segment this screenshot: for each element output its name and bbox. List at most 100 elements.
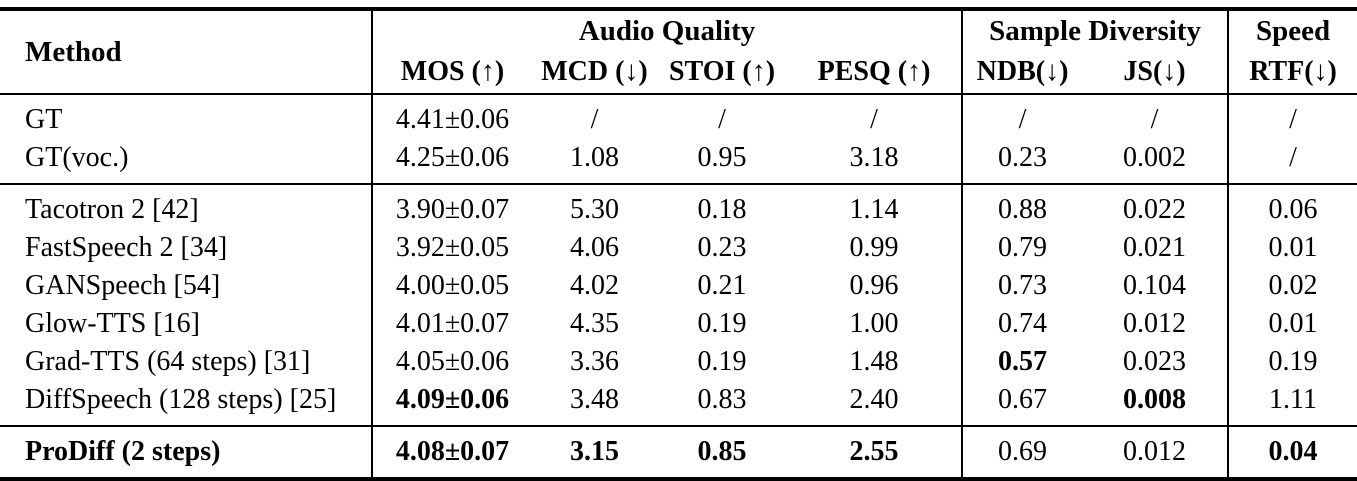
- table-row: GANSpeech [54] 4.00±0.05 4.02 0.21 0.96 …: [0, 267, 1357, 305]
- cell-ndb: 0.74: [998, 308, 1048, 339]
- method-cell: GT(voc.): [0, 139, 373, 184]
- cell-js: 0.002: [1082, 139, 1230, 184]
- cell-mos: 4.01±0.07: [395, 308, 510, 339]
- cell-rtf: 0.04: [1268, 436, 1318, 467]
- cell-stoi: 0.85: [697, 436, 747, 467]
- cell-mcd: 1.08: [570, 142, 619, 173]
- cell-mos: 4.00±0.05: [395, 270, 510, 301]
- cell-stoi: 0.23: [697, 232, 747, 263]
- cell-mcd: /: [590, 104, 599, 135]
- cell-stoi: 0.95: [697, 142, 747, 173]
- section-baselines: Tacotron 2 [42] 3.90±0.07 5.30 0.18 1.14…: [0, 184, 1357, 426]
- results-table: Method Audio Quality Sample Diversity Sp…: [0, 7, 1357, 481]
- table-row: Grad-TTS (64 steps) [31] 4.05±0.06 3.36 …: [0, 343, 1357, 381]
- method-cell: FastSpeech 2 [34]: [0, 229, 373, 267]
- group-header-audio-quality: Audio Quality: [372, 9, 964, 51]
- cell-js: 0.022: [1082, 184, 1230, 229]
- method-cell: Glow-TTS [16]: [0, 305, 373, 343]
- cell-mcd: 3.36: [570, 346, 619, 377]
- column-header-method: Method: [0, 9, 373, 94]
- cell-pesq: 1.00: [787, 305, 964, 343]
- cell-pesq: 3.18: [787, 139, 964, 184]
- cell-stoi: /: [718, 104, 726, 135]
- cell-mcd: 4.35: [570, 308, 619, 339]
- method-cell: Grad-TTS (64 steps) [31]: [0, 343, 373, 381]
- cell-pesq: 2.40: [787, 381, 964, 426]
- cell-mos: 4.08±0.07: [395, 436, 510, 467]
- group-header-sample-diversity: Sample Diversity: [962, 9, 1230, 51]
- cell-js: 0.104: [1082, 267, 1230, 305]
- cell-mos: 4.05±0.06: [395, 346, 510, 377]
- column-header-js: JS(↓): [1082, 51, 1230, 94]
- cell-pesq: 0.96: [787, 267, 964, 305]
- table-row: ProDiff (2 steps) 4.08±0.07 3.15 0.85 2.…: [0, 426, 1357, 479]
- cell-pesq: 1.14: [787, 184, 964, 229]
- cell-stoi: 0.83: [697, 384, 747, 415]
- cell-stoi: 0.19: [697, 308, 747, 339]
- cell-ndb: 0.73: [998, 270, 1048, 301]
- cell-pesq: 2.55: [787, 426, 964, 479]
- section-ground-truth: GT 4.41±0.06 / / / / / / GT(voc.) 4.25±0…: [0, 94, 1357, 184]
- column-header-row: MOS (↑) MCD (↓) STOI (↑) PESQ (↑) NDB(↓)…: [0, 51, 1357, 94]
- cell-rtf: 0.19: [1268, 346, 1318, 377]
- cell-js: 0.012: [1082, 305, 1230, 343]
- cell-ndb: 0.79: [998, 232, 1048, 263]
- cell-ndb: 0.67: [998, 384, 1048, 415]
- method-cell: Tacotron 2 [42]: [0, 184, 373, 229]
- cell-stoi: 0.19: [697, 346, 747, 377]
- cell-js: /: [1082, 94, 1230, 139]
- cell-mcd: 5.30: [570, 194, 619, 225]
- cell-js: 0.023: [1082, 343, 1230, 381]
- group-header-speed: Speed: [1255, 14, 1331, 47]
- cell-mos: 3.90±0.07: [395, 194, 510, 225]
- table-row: Glow-TTS [16] 4.01±0.07 4.35 0.19 1.00 0…: [0, 305, 1357, 343]
- cell-mos: 4.09±0.06: [395, 384, 510, 415]
- cell-ndb: 0.69: [998, 436, 1048, 467]
- cell-rtf: 1.11: [1269, 384, 1318, 415]
- cell-stoi: 0.18: [697, 194, 747, 225]
- column-header-rtf: RTF(↓): [1249, 56, 1337, 87]
- cell-mos: 4.41±0.06: [395, 104, 510, 135]
- method-cell: GANSpeech [54]: [0, 267, 373, 305]
- cell-ndb: /: [1018, 104, 1027, 135]
- column-header-ndb: NDB(↓): [976, 56, 1069, 87]
- cell-mcd: 3.15: [570, 436, 619, 467]
- column-header-pesq: PESQ (↑): [787, 51, 964, 94]
- cell-mcd: 4.06: [570, 232, 619, 263]
- cell-mcd: 3.48: [570, 384, 619, 415]
- cell-rtf: 0.02: [1268, 270, 1318, 301]
- column-header-mcd: MCD (↓): [541, 56, 648, 87]
- table-row: GT(voc.) 4.25±0.06 1.08 0.95 3.18 0.23 0…: [0, 139, 1357, 184]
- column-header-mos: MOS (↑): [400, 56, 505, 87]
- cell-js: 0.021: [1082, 229, 1230, 267]
- section-proposed: ProDiff (2 steps) 4.08±0.07 3.15 0.85 2.…: [0, 426, 1357, 479]
- cell-mos: 4.25±0.06: [395, 142, 510, 173]
- cell-rtf: 0.06: [1268, 194, 1318, 225]
- cell-pesq: 0.99: [787, 229, 964, 267]
- table-header: Method Audio Quality Sample Diversity Sp…: [0, 9, 1357, 94]
- cell-mos: 3.92±0.05: [395, 232, 510, 263]
- table-row: GT 4.41±0.06 / / / / / /: [0, 94, 1357, 139]
- table-row: FastSpeech 2 [34] 3.92±0.05 4.06 0.23 0.…: [0, 229, 1357, 267]
- cell-rtf: /: [1289, 142, 1297, 173]
- cell-pesq: /: [787, 94, 964, 139]
- method-cell: ProDiff (2 steps): [0, 426, 373, 479]
- method-cell: GT: [0, 94, 373, 139]
- group-header-row: Method Audio Quality Sample Diversity Sp…: [0, 9, 1357, 94]
- method-cell: DiffSpeech (128 steps) [25]: [0, 381, 373, 426]
- table-row: Tacotron 2 [42] 3.90±0.07 5.30 0.18 1.14…: [0, 184, 1357, 229]
- cell-rtf: 0.01: [1268, 308, 1318, 339]
- column-header-stoi: STOI (↑): [668, 56, 776, 87]
- cell-ndb: 0.57: [998, 346, 1048, 377]
- cell-ndb: 0.88: [998, 194, 1048, 225]
- cell-rtf: /: [1289, 104, 1297, 135]
- cell-pesq: 1.48: [787, 343, 964, 381]
- cell-stoi: 0.21: [697, 270, 747, 301]
- cell-js: 0.008: [1082, 381, 1230, 426]
- cell-js: 0.012: [1082, 426, 1230, 479]
- cell-mcd: 4.02: [570, 270, 619, 301]
- cell-rtf: 0.01: [1268, 232, 1318, 263]
- cell-ndb: 0.23: [998, 142, 1048, 173]
- table-row: DiffSpeech (128 steps) [25] 4.09±0.06 3.…: [0, 381, 1357, 426]
